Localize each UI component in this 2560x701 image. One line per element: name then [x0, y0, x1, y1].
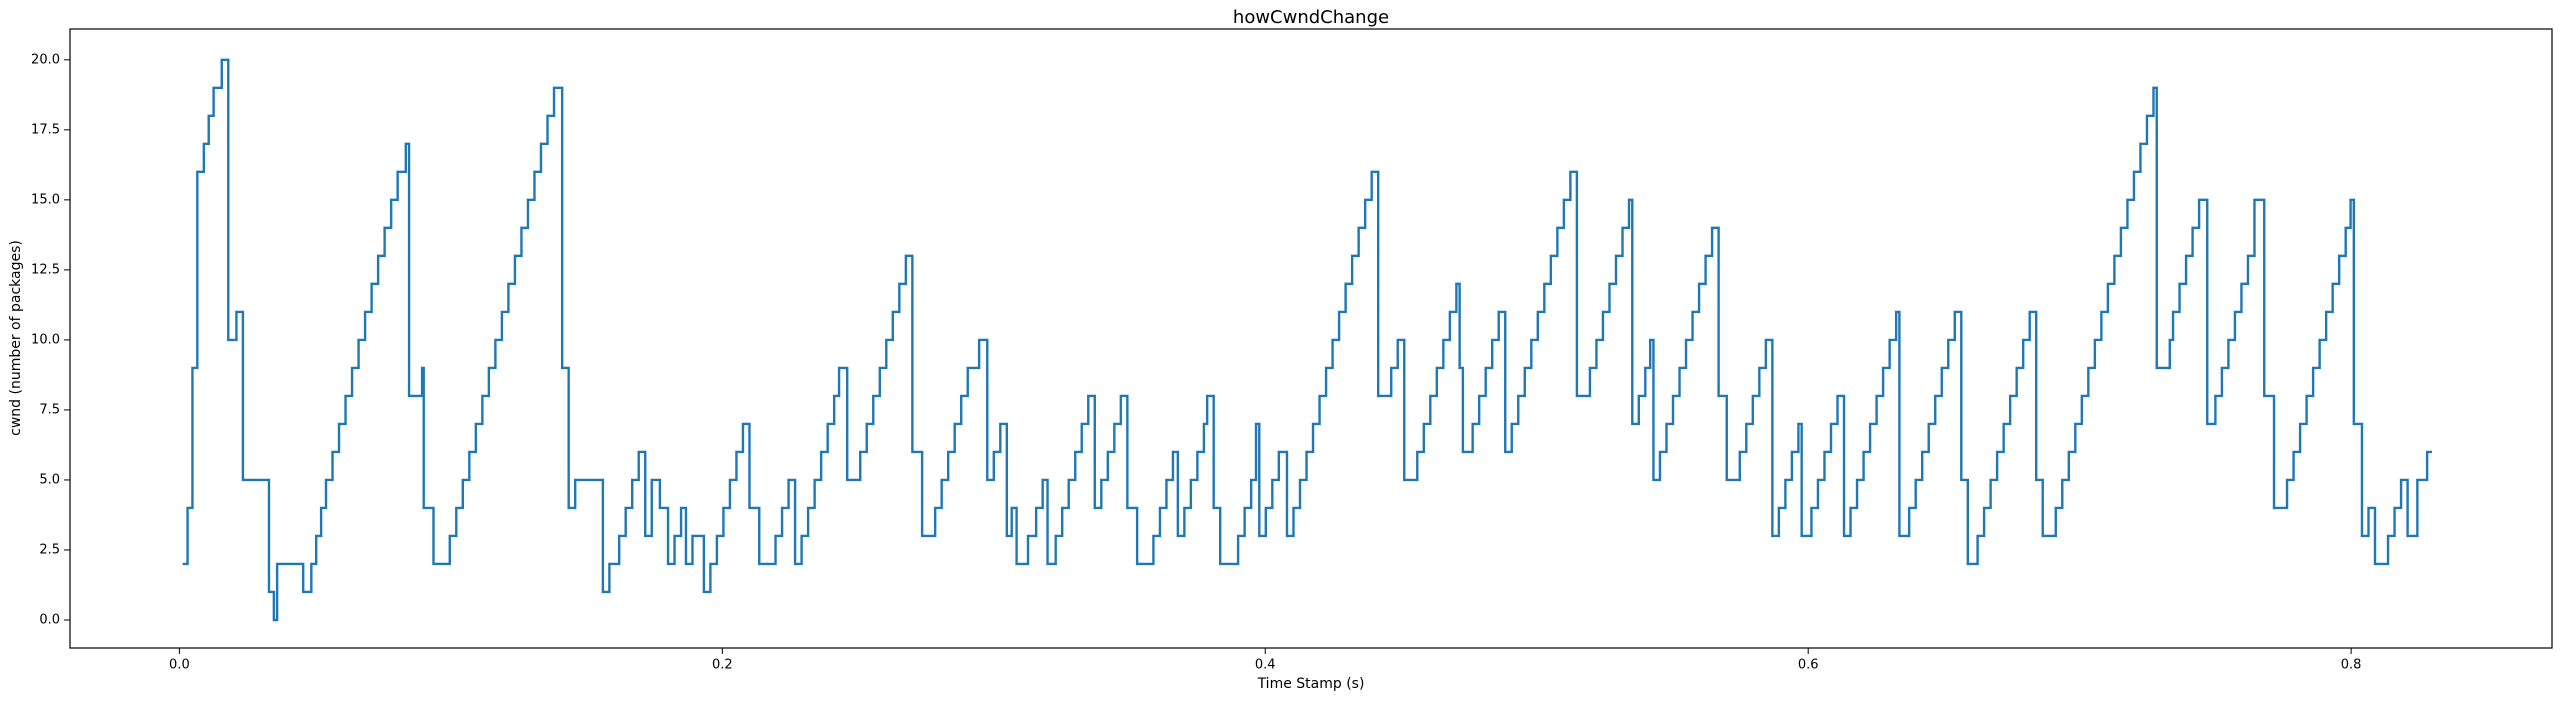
plot-frame — [69, 28, 2553, 649]
y-tick-label: 15.0 — [31, 192, 60, 207]
line-series — [182, 58, 2433, 622]
x-tick-label: 0.4 — [1255, 658, 1276, 673]
y-tick-label: 20.0 — [31, 52, 60, 67]
x-tick-label: 0.0 — [169, 658, 190, 673]
y-axis-label: cwnd (number of packages) — [8, 240, 24, 436]
x-tick-label: 0.2 — [712, 658, 733, 673]
x-tick-label: 0.8 — [2341, 658, 2362, 673]
y-tick-label: 0.0 — [39, 612, 60, 627]
y-tick-label: 5.0 — [39, 472, 60, 487]
y-tick-label: 12.5 — [31, 262, 60, 277]
x-tick-label: 0.6 — [1798, 658, 1819, 673]
chart-title: howCwndChange — [1233, 7, 1389, 28]
y-tick-label: 2.5 — [39, 542, 60, 557]
y-tick-label: 10.0 — [31, 332, 60, 347]
x-axis-label: Time Stamp (s) — [1257, 676, 1365, 692]
y-tick-label: 17.5 — [31, 122, 60, 137]
y-tick-label: 7.5 — [39, 402, 60, 417]
